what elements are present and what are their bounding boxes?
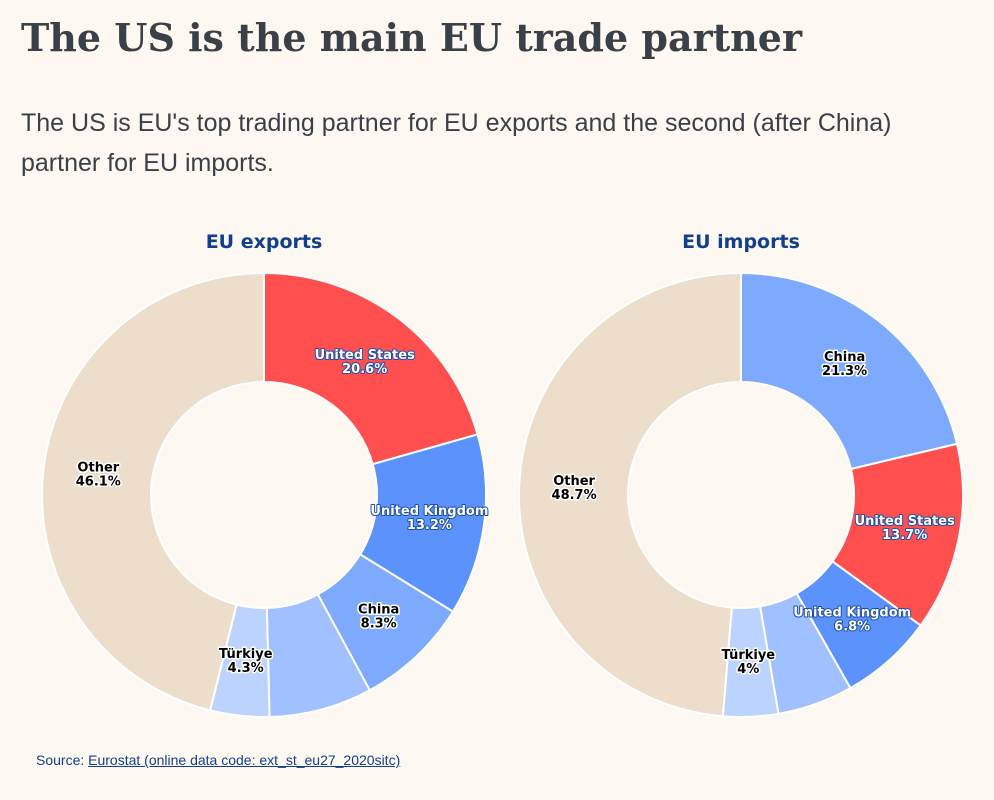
eu-exports-label-other: Other 46.1% xyxy=(76,461,121,490)
source-link[interactable]: Eurostat (online data code: ext_st_eu27_… xyxy=(88,752,401,768)
eu-imports-label-united-states-name: United States xyxy=(855,514,956,529)
eu-exports-label-other-value: 46.1% xyxy=(76,475,121,490)
eu-imports-label-other-value: 48.7% xyxy=(552,488,597,503)
eu-exports-label-united-states: United States 20.6% xyxy=(315,348,416,377)
eu-imports-title: EU imports xyxy=(682,231,800,253)
eu-imports-slice-united-states xyxy=(831,442,964,627)
eu-exports-label-united-kingdom: United Kingdom 13.2% xyxy=(370,504,488,533)
eu-imports-label-turkiye: Türkiye 4% xyxy=(721,648,775,677)
eu-imports-label-turkiye-value: 4% xyxy=(737,662,759,677)
eu-imports-label-united-kingdom-value: 6.8% xyxy=(834,620,870,635)
eu-exports-label-china: China 8.3% xyxy=(358,602,399,631)
source-note: Source: Eurostat (online data code: ext_… xyxy=(36,752,400,768)
eu-exports-slice-united-states xyxy=(263,271,479,466)
eu-imports-label-united-kingdom: United Kingdom 6.8% xyxy=(793,606,911,635)
eu-imports-slice-other xyxy=(518,271,742,718)
eu-exports-label-united-states-name: United States xyxy=(315,348,416,363)
eu-imports-label-other-name: Other xyxy=(553,474,595,489)
eu-imports-label-other: Other 48.7% xyxy=(552,474,597,503)
eu-exports-label-united-states-value: 20.6% xyxy=(342,362,387,377)
eu-imports-label-united-kingdom-name: United Kingdom xyxy=(793,606,911,621)
eu-imports-label-china-name: China xyxy=(824,350,865,365)
eu-exports-label-united-kingdom-value: 13.2% xyxy=(407,518,452,533)
eu-imports-label-turkiye-name: Türkiye xyxy=(721,648,775,663)
eu-exports-title: EU exports xyxy=(206,231,323,253)
eu-imports-label-china: China 21.3% xyxy=(822,350,867,379)
eu-exports-donut: EU exports United States 20.6% United Kingd… xyxy=(41,231,489,718)
eu-exports-label-turkiye: Türkiye 4.3% xyxy=(219,647,273,676)
eu-exports-label-other-name: Other xyxy=(77,461,119,476)
eu-imports-slice-china xyxy=(740,271,959,471)
eu-imports-label-united-states: United States 13.7% xyxy=(855,514,956,543)
eu-exports-label-china-value: 8.3% xyxy=(361,616,397,631)
eu-exports-label-china-name: China xyxy=(358,602,399,617)
source-prefix: Source: xyxy=(36,752,89,768)
eu-exports-label-united-kingdom-name: United Kingdom xyxy=(370,504,488,519)
eu-exports-label-turkiye-value: 4.3% xyxy=(228,661,264,676)
eu-imports-label-china-value: 21.3% xyxy=(822,364,867,379)
eu-exports-slice-other xyxy=(41,271,265,712)
eu-imports-label-united-states-value: 13.7% xyxy=(882,528,927,543)
page-subtitle: The US is EU's top trading partner for E… xyxy=(21,109,892,177)
page-title: The US is the main EU trade partner xyxy=(21,15,802,60)
eu-exports-label-turkiye-name: Türkiye xyxy=(219,647,273,662)
